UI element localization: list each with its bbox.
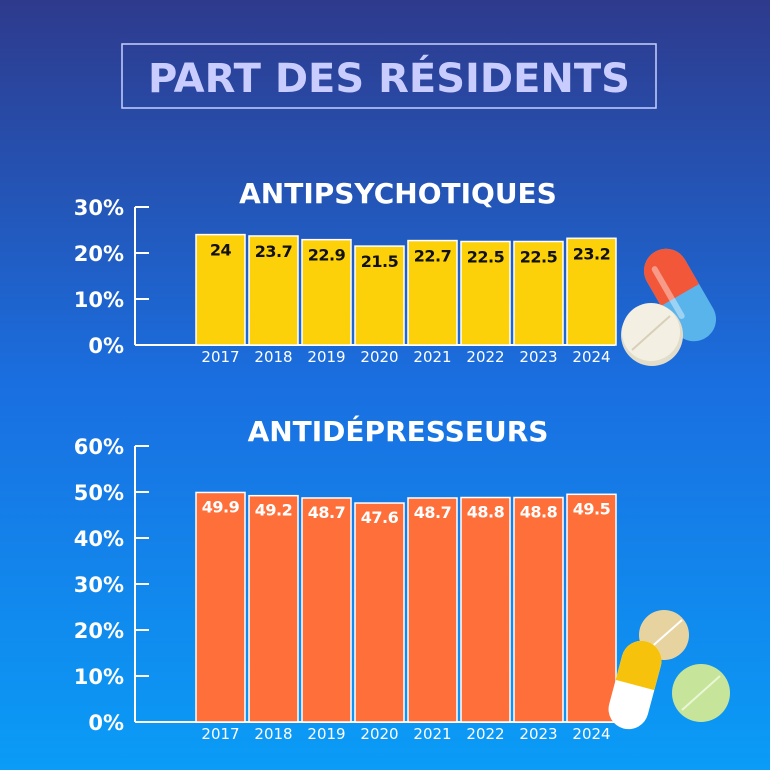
- bar: [407, 497, 458, 723]
- bar: [248, 235, 299, 346]
- y-tick-label: 0%: [88, 334, 124, 358]
- x-tick-label: 2017: [201, 725, 239, 743]
- y-tick-label: 60%: [74, 435, 124, 459]
- bar: [460, 240, 511, 346]
- bar: [513, 496, 564, 723]
- bar: [301, 238, 352, 346]
- x-tick-label: 2024: [572, 725, 610, 743]
- data-label: 49.2: [255, 501, 292, 520]
- y-tick-label: 20%: [74, 242, 124, 266]
- data-label: 22.5: [520, 248, 558, 267]
- data-label: 22.7: [414, 247, 451, 266]
- x-tick-label: 2022: [466, 725, 504, 743]
- data-label: 22.5: [467, 248, 505, 267]
- x-tick-label: 2021: [413, 725, 451, 743]
- y-tick-label: 30%: [74, 573, 124, 597]
- bar: [407, 239, 458, 346]
- bar: [566, 493, 617, 723]
- chart-title: ANTIPSYCHOTIQUES: [239, 177, 557, 210]
- tablet-icon: [621, 303, 683, 366]
- data-label: 47.6: [361, 508, 399, 527]
- bar: [195, 233, 246, 346]
- data-label: 48.7: [308, 503, 345, 522]
- data-label: 49.9: [202, 497, 240, 516]
- chart-title: ANTIDÉPRESSEURS: [248, 414, 549, 448]
- y-tick-label: 0%: [88, 711, 124, 735]
- data-label: 22.9: [308, 246, 346, 265]
- data-label: 48.7: [414, 503, 451, 522]
- y-tick-label: 10%: [74, 665, 124, 689]
- x-tick-label: 2018: [254, 348, 292, 366]
- chart-antipsychotiques: ANTIPSYCHOTIQUES 0% 10% 20% 30% 24 2017 23.7 201…: [74, 177, 617, 366]
- page-title: PART DES RÉSIDENTS: [148, 54, 630, 102]
- x-tick-label: 2018: [254, 725, 292, 743]
- title-box: [121, 43, 657, 109]
- x-tick-label: 2020: [360, 348, 398, 366]
- y-tick-label: 40%: [74, 527, 124, 551]
- y-tick-label: 30%: [74, 196, 124, 220]
- x-tick-label: 2019: [307, 348, 345, 366]
- bar: [248, 494, 299, 723]
- x-tick-label: 2023: [519, 725, 557, 743]
- x-tick-label: 2023: [519, 348, 557, 366]
- y-tick-label: 50%: [74, 481, 124, 505]
- y-tick-label: 10%: [74, 288, 124, 312]
- data-label: 49.5: [573, 499, 611, 518]
- x-tick-label: 2024: [572, 348, 610, 366]
- x-tick-label: 2021: [413, 348, 451, 366]
- capsule-icon: [644, 248, 716, 342]
- data-label: 24: [210, 241, 232, 260]
- x-tick-label: 2020: [360, 725, 398, 743]
- y-tick-label: 20%: [74, 619, 124, 643]
- bar: [354, 245, 405, 346]
- data-label: 23.7: [255, 242, 292, 261]
- capsule-icon: [608, 640, 662, 730]
- chart-antidepresseurs: ANTIDÉPRESSEURS 0% 10% 20% 30% 40% 50% 60% 49.9 2…: [74, 414, 617, 743]
- bar: [460, 496, 511, 723]
- bar: [566, 237, 617, 346]
- data-label: 21.5: [361, 252, 399, 271]
- x-tick-label: 2017: [201, 348, 239, 366]
- bar: [513, 240, 564, 346]
- data-label: 48.8: [467, 503, 505, 522]
- bar: [195, 491, 246, 723]
- data-label: 23.2: [573, 244, 610, 263]
- x-tick-label: 2022: [466, 348, 504, 366]
- data-label: 48.8: [520, 503, 558, 522]
- bar: [354, 502, 405, 723]
- x-tick-label: 2019: [307, 725, 345, 743]
- bar: [301, 497, 352, 723]
